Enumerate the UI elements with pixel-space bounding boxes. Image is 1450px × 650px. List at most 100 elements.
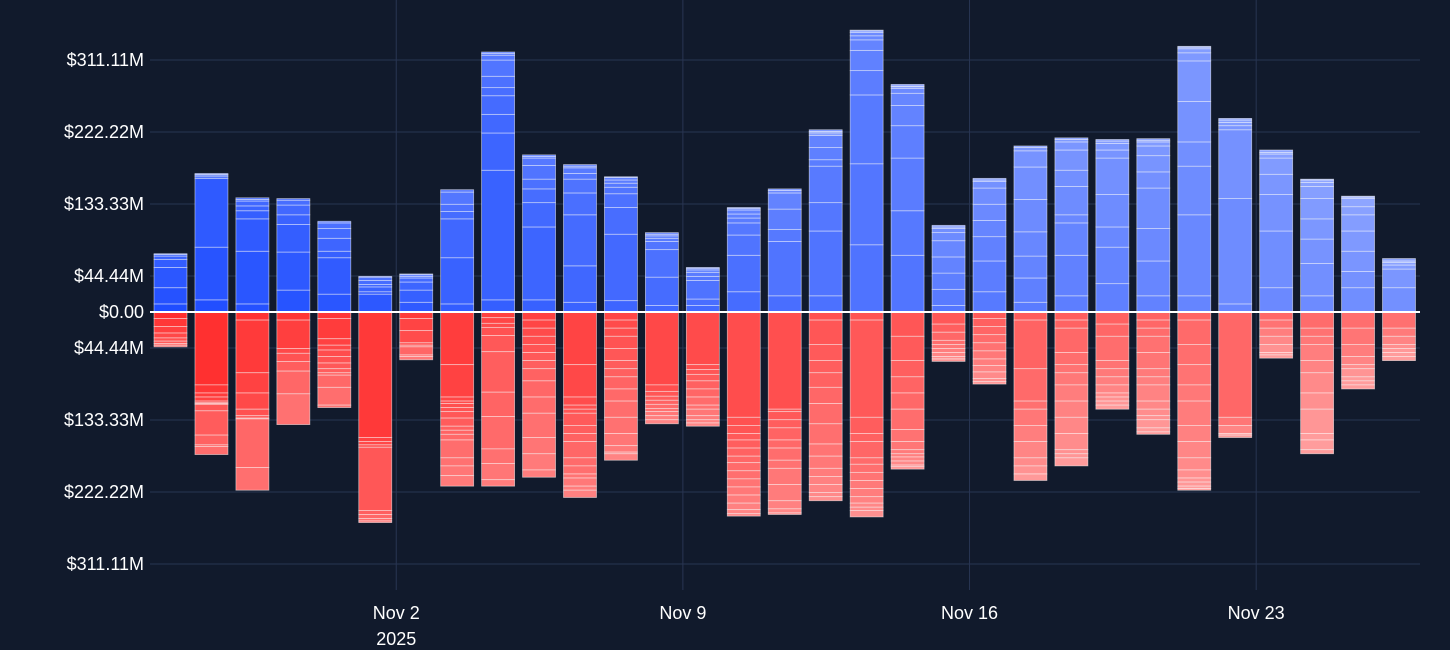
outflow-segment [235,392,270,410]
y-tick-label: $44.44M [74,266,144,286]
outflow-segment [481,335,516,353]
outflow-segment [604,388,638,402]
inflow-segment [1177,52,1212,62]
outflow-segment [972,326,1007,336]
inflow-segment [604,186,638,195]
outflow-segment [563,477,597,487]
outflow-segment [1136,368,1171,378]
inflow-segment [808,147,843,161]
inflow-segment [1054,149,1089,171]
outflow-segment [1054,416,1089,434]
x-tick-label: Nov 2 [373,603,420,623]
outflow-segment [1136,311,1171,321]
outflow-segment [645,415,679,421]
inflow-segment [1300,186,1334,199]
outflow-segment [808,476,843,485]
outflow-segment [1259,327,1294,337]
inflow-segment [645,232,679,235]
outflow-segment [685,419,720,424]
outflow-segment [481,463,516,481]
inflow-segment [972,291,1007,313]
outflow-segment [1136,419,1171,429]
outflow-segment [931,352,966,357]
outflow-segment [604,376,638,390]
inflow-segment [1095,226,1130,248]
outflow-segment [604,400,638,418]
inflow-segment [726,254,761,293]
outflow-segment [890,392,925,410]
inflow-segment [1218,303,1253,313]
outflow-segment [645,419,679,425]
inflow-segment [563,173,597,180]
outflow-segment [1095,384,1130,394]
outflow-segment [1136,415,1171,421]
outflow-segment [685,364,720,370]
outflow-segment [563,433,597,443]
inflow-segment [153,287,188,305]
bar-group [767,188,802,515]
outflow-segment [1136,376,1171,386]
outflow-segment [1382,327,1416,337]
outflow-segment [522,335,556,345]
inflow-segment [194,246,229,301]
outflow-segment [481,322,516,328]
inflow-segment [481,54,516,61]
inflow-segment [235,303,270,313]
outflow-segment [1341,344,1375,357]
outflow-segment [685,408,720,417]
inflow-segment [808,165,843,204]
outflow-segment [767,508,802,514]
outflow-segment [194,396,229,402]
outflow-segment [685,396,720,406]
outflow-segment [767,427,802,441]
outflow-segment [849,496,884,504]
inflow-segment [1054,137,1089,140]
inflow-segment [890,157,925,212]
outflow-segment [645,403,679,409]
outflow-segment [153,337,188,342]
inflow-segment [1177,295,1212,313]
outflow-segment [276,311,311,321]
inflow-segment [276,214,311,225]
inflow-segment [440,189,475,193]
outflow-segment [685,373,720,382]
y-tick-label: $44.44M [74,338,144,358]
outflow-segment [522,311,556,321]
outflow-segment [235,418,270,468]
inflow-segment [972,181,1007,189]
bar-group [808,129,843,502]
inflow-segment [1341,271,1375,289]
outflow-segment [276,361,311,372]
outflow-segment [931,348,966,353]
outflow-segment [1300,433,1334,441]
inflow-segment [1013,147,1048,152]
outflow-segment [726,494,761,504]
outflow-segment [1013,400,1048,410]
inflow-segment [1259,173,1294,195]
outflow-segment [685,415,720,421]
inflow-segment [931,288,966,306]
y-tick-label: $0.00 [99,302,144,322]
inflow-segment [808,202,843,232]
outflow-segment [1054,372,1089,386]
inflow-segment [890,105,925,127]
outflow-segment [1095,404,1130,410]
inflow-segment [1013,199,1048,233]
outflow-segment [1095,311,1130,325]
outflow-segment [1259,319,1294,329]
inflow-segment [440,191,475,205]
outflow-segment [399,318,434,332]
outflow-segment [1177,400,1212,426]
bar-group [645,232,679,425]
outflow-segment [645,390,679,397]
outflow-segment [1300,439,1334,451]
inflow-segment [399,281,434,291]
outflow-segment [194,392,229,398]
outflow-segment [931,331,966,341]
outflow-segment [1013,368,1048,402]
outflow-segment [808,372,843,388]
outflow-segment [1177,311,1212,321]
outflow-segment [276,370,311,395]
outflow-segment [1013,425,1048,443]
outflow-segment [726,439,761,449]
